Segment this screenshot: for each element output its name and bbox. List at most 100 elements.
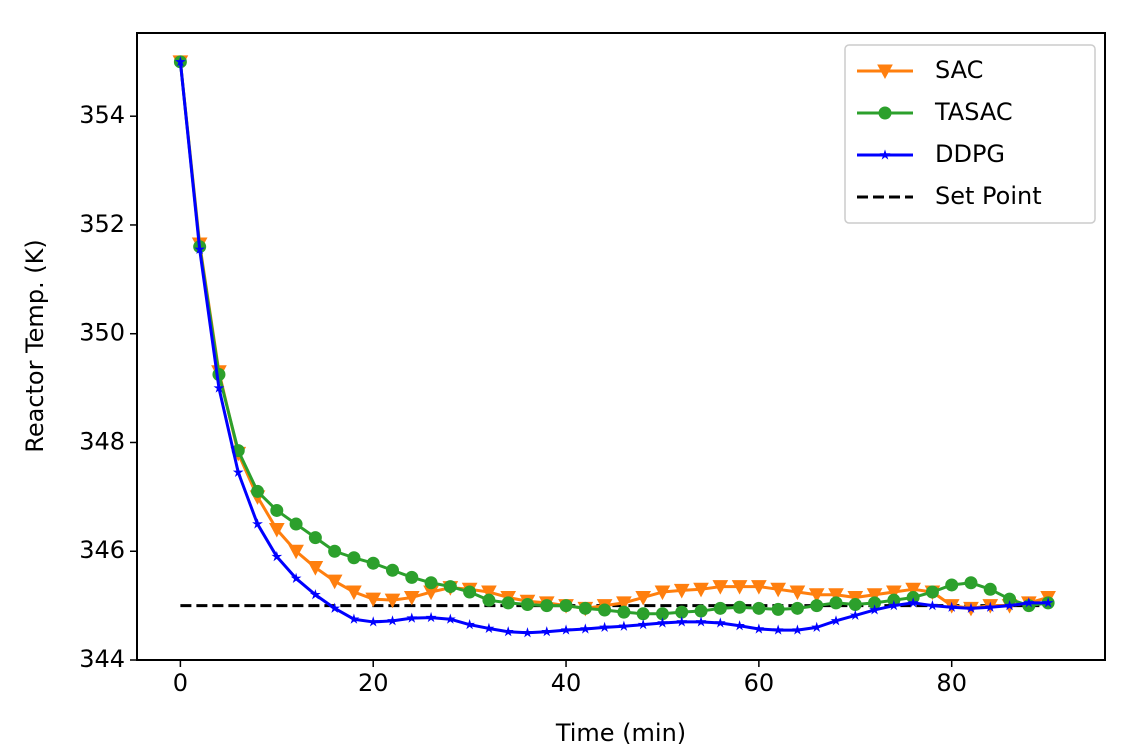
marker xyxy=(481,585,497,601)
marker xyxy=(326,574,343,590)
x-tick-label: 60 xyxy=(744,669,775,697)
marker xyxy=(673,583,690,599)
marker xyxy=(424,576,438,590)
marker xyxy=(307,561,324,576)
marker xyxy=(309,589,321,600)
marker xyxy=(618,620,630,631)
marker xyxy=(405,570,419,584)
marker xyxy=(1004,599,1015,611)
marker xyxy=(598,603,612,617)
marker xyxy=(522,627,533,638)
marker xyxy=(848,598,862,612)
marker xyxy=(232,466,244,477)
legend-marker xyxy=(878,106,892,120)
legend-label: DDPG xyxy=(935,140,1005,168)
marker xyxy=(289,517,303,531)
marker xyxy=(1042,597,1054,608)
marker xyxy=(657,617,668,628)
marker xyxy=(384,593,401,609)
marker xyxy=(946,601,958,612)
marker xyxy=(252,518,263,529)
marker xyxy=(347,551,361,565)
marker xyxy=(714,617,726,628)
marker xyxy=(251,484,265,498)
marker xyxy=(540,599,554,613)
marker xyxy=(830,615,842,626)
marker xyxy=(635,590,652,606)
marker xyxy=(329,602,341,613)
legend-label: TASAC xyxy=(934,98,1013,126)
marker xyxy=(770,582,786,598)
marker xyxy=(560,624,572,635)
marker xyxy=(288,544,304,560)
marker xyxy=(847,590,864,606)
x-tick-label: 0 xyxy=(173,669,188,697)
x-tick-label: 40 xyxy=(551,669,582,697)
marker xyxy=(636,607,650,621)
marker xyxy=(637,618,649,630)
marker xyxy=(829,596,843,610)
marker xyxy=(693,582,709,598)
marker xyxy=(617,605,631,619)
marker xyxy=(502,626,514,637)
marker xyxy=(520,598,534,612)
marker xyxy=(654,585,671,601)
marker xyxy=(811,621,823,632)
marker xyxy=(501,596,515,610)
y-axis-label: Reactor Temp. (K) xyxy=(21,239,49,453)
marker xyxy=(810,599,824,613)
legend-label: Set Point xyxy=(935,182,1042,210)
marker xyxy=(213,382,225,393)
marker xyxy=(733,600,747,614)
marker xyxy=(731,580,748,595)
marker xyxy=(403,590,420,606)
marker xyxy=(365,592,382,608)
marker xyxy=(328,544,342,558)
marker xyxy=(752,601,766,615)
marker xyxy=(559,599,573,613)
marker xyxy=(792,624,803,635)
marker xyxy=(945,578,959,592)
marker xyxy=(194,243,206,255)
marker xyxy=(348,613,360,624)
marker xyxy=(425,611,437,623)
marker xyxy=(907,597,919,608)
marker xyxy=(616,596,632,611)
marker xyxy=(346,585,362,601)
y-tick-label: 352 xyxy=(79,210,125,238)
series-line xyxy=(178,61,1049,610)
marker xyxy=(367,616,379,627)
marker xyxy=(579,623,591,634)
marker xyxy=(483,622,495,634)
marker xyxy=(927,599,938,611)
x-axis-label: Time (min) xyxy=(555,719,686,747)
marker xyxy=(849,609,861,620)
marker xyxy=(983,582,997,596)
marker xyxy=(444,613,456,624)
marker xyxy=(984,601,996,612)
series-line xyxy=(178,61,1049,635)
marker xyxy=(443,580,457,594)
legend-marker xyxy=(877,64,893,80)
marker xyxy=(869,604,880,615)
marker xyxy=(866,588,883,603)
marker xyxy=(694,604,708,618)
legend-marker xyxy=(879,149,891,160)
marker xyxy=(270,503,284,517)
marker xyxy=(751,580,767,595)
marker xyxy=(271,551,283,562)
marker xyxy=(772,624,784,635)
plot-frame xyxy=(136,32,1106,661)
marker xyxy=(578,601,592,615)
marker xyxy=(541,626,553,637)
marker xyxy=(790,601,804,615)
marker xyxy=(713,601,727,615)
marker xyxy=(905,582,921,598)
marker xyxy=(734,620,745,631)
marker xyxy=(406,612,418,623)
marker xyxy=(175,56,186,67)
y-tick-label: 348 xyxy=(79,427,125,455)
marker xyxy=(712,580,729,595)
marker xyxy=(385,563,399,577)
